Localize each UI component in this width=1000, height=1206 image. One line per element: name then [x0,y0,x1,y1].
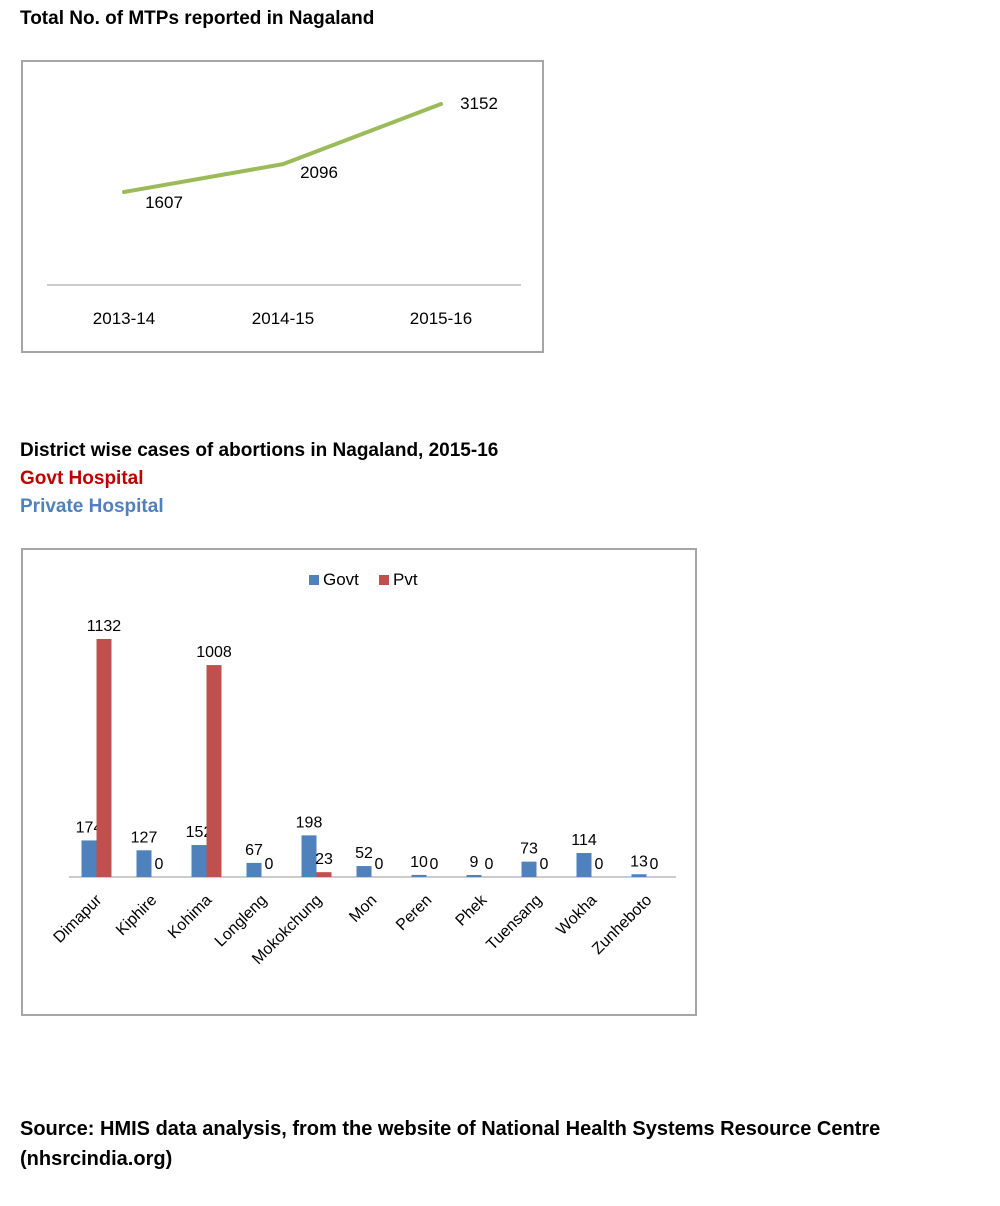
data-label-2014-15: 2096 [300,163,338,182]
bar-govt-mokokchung [301,835,317,877]
bar-govt-longleng [246,862,262,877]
govt-hospital-label: Govt Hospital [20,468,144,489]
x-tick-label-wokha: Wokha [553,892,600,939]
bar-pvt-mokokchung [316,872,332,877]
x-tick-label-2015-16: 2015-16 [410,309,472,328]
x-tick-label-zunheboto: Zunheboto [589,892,655,958]
data-label-govt-longleng: 67 [245,842,263,859]
data-label-govt-mokokchung: 198 [296,814,323,831]
data-label-pvt-kohima: 1008 [196,644,232,661]
data-label-govt-wokha: 114 [571,832,597,849]
x-tick-label-2014-15: 2014-15 [252,309,314,328]
district-bar-chart: Govt Pvt 174 1132 Dimapur 127 0 Kiphire 152 1008 K… [21,548,697,1016]
mtp-line-chart: 1607 2096 3152 2013-14 2014-15 2015-16 [21,60,544,353]
legend-label-govt: Govt [323,570,359,589]
private-hospital-label: Private Hospital [20,496,164,517]
bar-govt-dimapur [81,840,97,877]
data-label-pvt-mon: 0 [375,856,384,873]
legend-swatch-govt [309,575,319,585]
data-label-pvt-dimapur: 1132 [87,618,122,635]
data-label-govt-tuensang: 73 [520,841,538,858]
bar-govt-kiphire [136,850,152,877]
bar-govt-zunheboto [631,874,647,877]
data-label-govt-kiphire: 127 [131,829,158,846]
line-chart-svg: 1607 2096 3152 2013-14 2014-15 2015-16 [47,94,521,328]
bar-govt-wokha [576,853,592,877]
bar-chart-svg: Govt Pvt 174 1132 Dimapur 127 0 Kiphire 152 1008 K… [51,570,676,968]
data-label-govt-kohima: 152 [186,824,213,841]
data-label-pvt-tuensang: 0 [540,856,549,873]
data-label-2013-14: 1607 [145,193,183,212]
bar-govt-mon [356,866,372,877]
x-tick-label-longleng: Longleng [212,892,271,951]
data-label-govt-mon: 52 [355,845,373,862]
data-label-pvt-mokokchung: 23 [315,851,333,868]
data-label-pvt-phek: 0 [485,856,494,873]
line-chart-title: Total No. of MTPs reported in Nagaland [20,8,375,29]
data-label-pvt-zunheboto: 0 [650,856,659,873]
data-label-pvt-peren: 0 [430,856,439,873]
bar-legend: Govt Pvt [309,570,418,589]
series-line [122,102,443,194]
data-label-govt-zunheboto: 13 [630,853,648,870]
legend-label-pvt: Pvt [393,570,418,589]
x-tick-label-kiphire: Kiphire [113,892,160,939]
bar-govt-phek [466,875,482,877]
bar-pvt-kohima [206,665,222,877]
x-tick-label-tuensang: Tuensang [483,892,545,954]
bar-govt-tuensang [521,861,537,877]
data-label-2015-16: 3152 [460,94,498,113]
data-label-govt-peren: 10 [410,854,428,871]
data-label-pvt-wokha: 0 [595,856,604,873]
x-tick-label-dimapur: Dimapur [51,891,106,946]
data-label-govt-dimapur: 174 [76,819,103,836]
x-tick-label-mon: Mon [346,892,380,926]
source-note: Source: HMIS data analysis, from the web… [20,1118,881,1170]
legend-swatch-pvt [379,575,389,585]
x-tick-label-2013-14: 2013-14 [93,309,155,328]
bar-pvt-dimapur [96,639,112,877]
bar-govt-kohima [191,845,207,877]
x-tick-label-phek: Phek [453,891,492,930]
data-label-pvt-kiphire: 0 [155,856,164,873]
x-tick-label-peren: Peren [393,892,435,934]
data-label-govt-phek: 9 [470,854,479,871]
x-tick-label-kohima: Kohima [165,892,215,942]
bar-govt-peren [411,874,427,877]
bar-chart-title: District wise cases of abortions in Naga… [20,440,499,461]
data-label-pvt-longleng: 0 [265,856,274,873]
